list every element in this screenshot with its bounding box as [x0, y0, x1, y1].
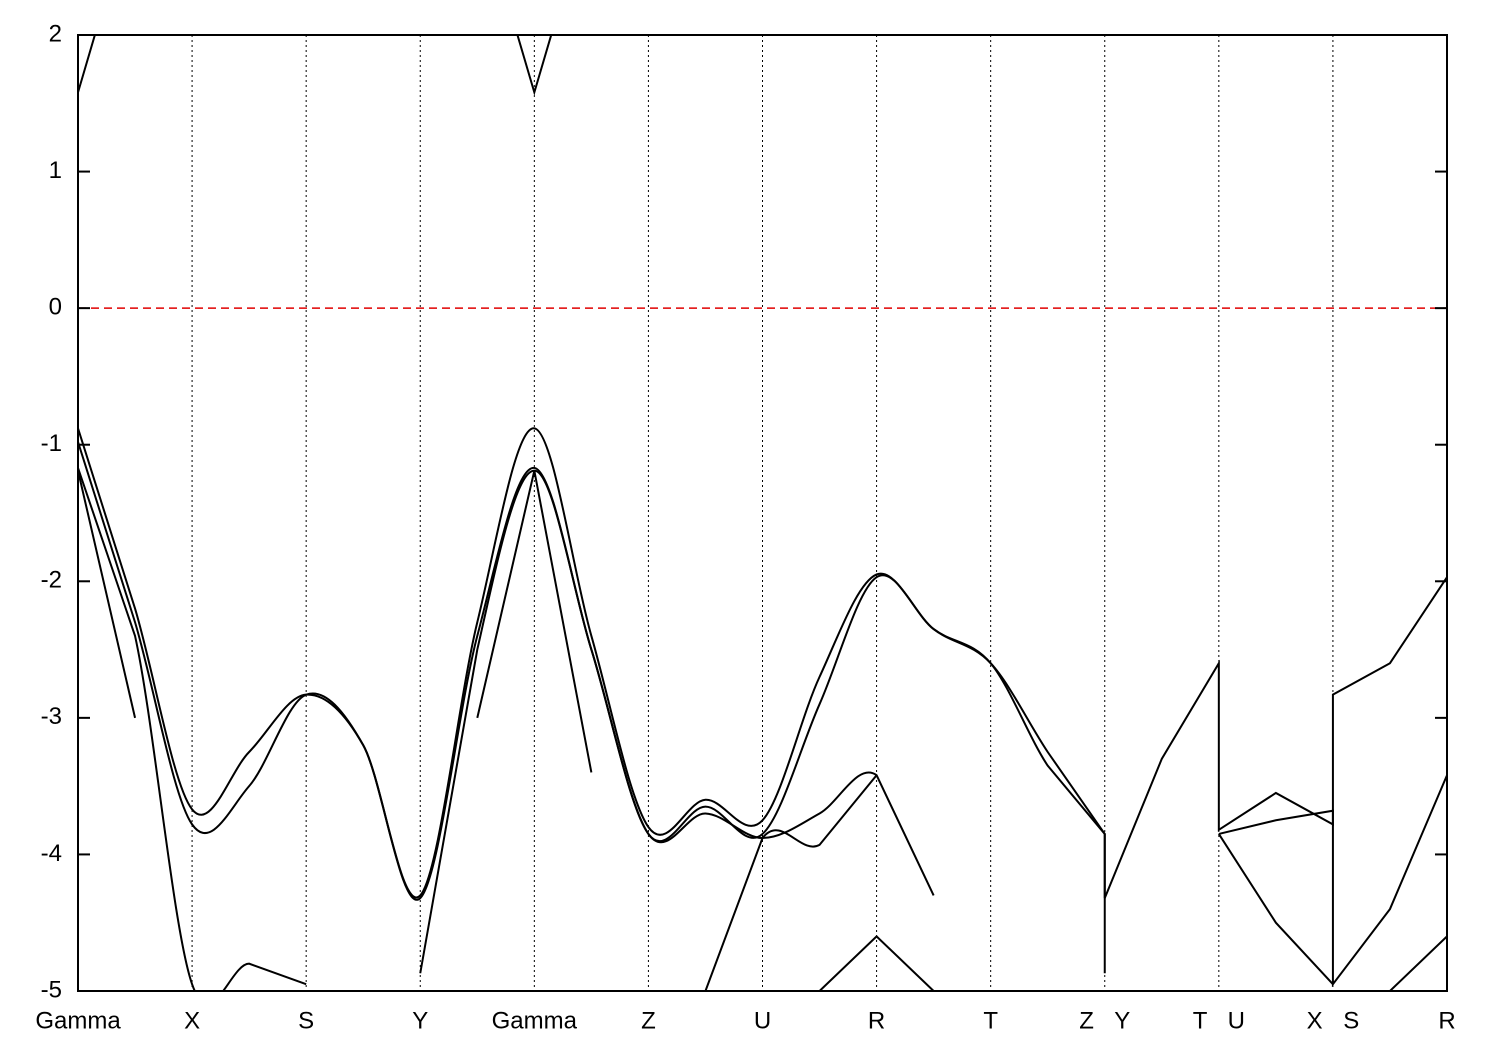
- x-tick-label: T: [983, 1007, 998, 1034]
- x-tick-label: Z Y: [1079, 1007, 1130, 1034]
- y-tick-label: 0: [49, 293, 62, 320]
- band-line: [78, 467, 1447, 991]
- y-tick-label: 2: [49, 20, 62, 47]
- x-tick-label: R: [868, 1007, 885, 1034]
- band-line: [818, 934, 935, 991]
- y-tick-label: -4: [41, 840, 62, 867]
- x-tick-label: U: [754, 1007, 771, 1034]
- x-tick-label: Z: [641, 1007, 656, 1034]
- x-tick-label: R: [1438, 1007, 1455, 1034]
- band-line: [78, 470, 878, 991]
- axes: Gamma X S Y Gamma Z U R T Z Y T U X S R -5 -4 -3 -2 -1 0 1 2: [35, 20, 1455, 1034]
- y-tick-label: 1: [49, 157, 62, 184]
- y-tick-label: -5: [41, 976, 62, 1003]
- x-tick-label: X S: [1307, 1007, 1360, 1034]
- y-tick-label: -2: [41, 567, 62, 594]
- band-line: [78, 35, 553, 96]
- x-tick-label: X: [184, 1007, 200, 1034]
- y-tick-label: -1: [41, 430, 62, 457]
- x-tick-label: T U: [1193, 1007, 1245, 1034]
- y-tick-label: -3: [41, 703, 62, 730]
- bands: [78, 35, 1447, 991]
- x-tick-label: Gamma: [35, 1007, 121, 1034]
- plot-frame: [77, 34, 1448, 992]
- x-tick-label: S: [298, 1007, 314, 1034]
- grid: [77, 35, 1448, 991]
- x-tick-label: Y: [412, 1007, 428, 1034]
- x-tick-label: Gamma: [492, 1007, 578, 1034]
- band-line: [78, 441, 1447, 988]
